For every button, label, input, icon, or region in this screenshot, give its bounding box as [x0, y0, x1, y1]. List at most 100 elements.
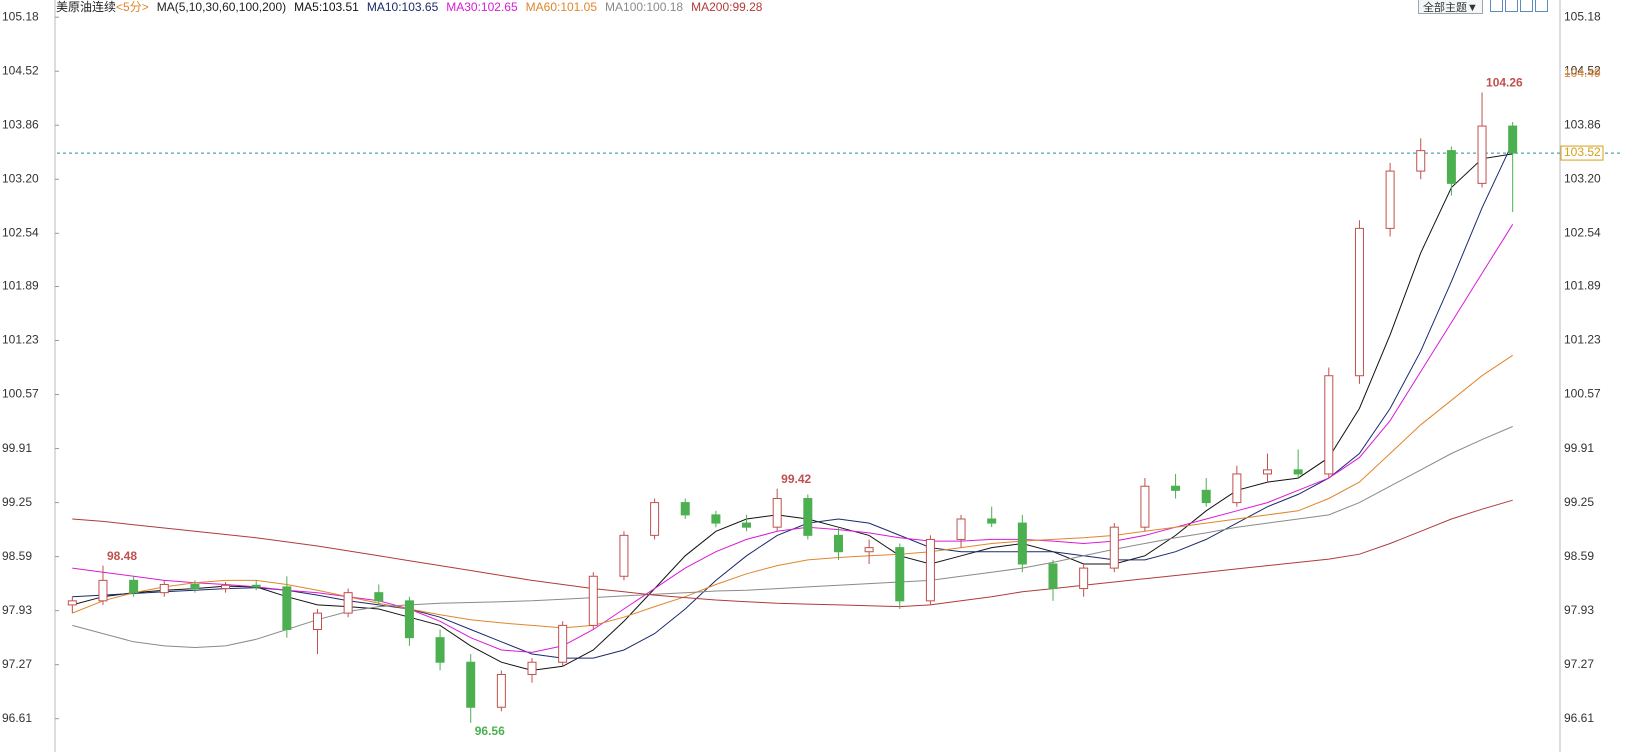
y-tick-label: 104.52 [2, 63, 39, 77]
legend-entry: MA60:101.05 [525, 0, 598, 14]
candle-body [435, 637, 445, 663]
y-tick-label: 99.25 [2, 495, 32, 509]
icon-button[interactable] [1490, 0, 1503, 12]
candle-body [221, 584, 231, 590]
ma-line [72, 142, 1514, 659]
candle-body [1354, 227, 1364, 377]
candle-body [1201, 489, 1211, 504]
y-tick-label: 96.61 [1564, 711, 1594, 725]
y-tick-label: 99.91 [1564, 441, 1594, 455]
y-tick-label: 97.27 [2, 657, 32, 671]
high-annotation: 98.48 [107, 549, 137, 563]
candle-body [1171, 485, 1181, 491]
candle-body [1293, 469, 1303, 475]
icon-button[interactable] [1505, 0, 1518, 12]
period[interactable]: <5分> [116, 0, 149, 14]
candle-body [1140, 485, 1150, 528]
price-tag-box [1560, 145, 1604, 161]
high-annotation: 104.26 [1486, 76, 1523, 90]
candle-body [833, 534, 843, 553]
candle-body [1263, 469, 1273, 475]
candle-body [619, 534, 629, 577]
price-tag: 104.49 [1564, 66, 1601, 80]
price-tag: 103.52 [1564, 145, 1601, 159]
y-tick-label: 100.57 [1564, 387, 1601, 401]
candle-body [282, 586, 292, 630]
candle-body [1324, 375, 1334, 475]
symbol: 美原油连续 [56, 0, 117, 14]
candle-body [1385, 170, 1395, 229]
candle-body [159, 583, 169, 594]
y-tick-label: 96.61 [2, 711, 32, 725]
icon-button[interactable] [1520, 0, 1533, 12]
ma-line [72, 499, 1513, 608]
candle-body [650, 502, 660, 536]
y-tick-label: 103.20 [2, 171, 39, 185]
candle-body [466, 661, 476, 708]
legend-entry: MA5:103.51 [294, 0, 359, 14]
ma-line [72, 354, 1513, 629]
ma-line [72, 224, 1514, 653]
candle-body [711, 514, 721, 524]
legend-entry: MA200:99.28 [691, 0, 763, 14]
y-tick-label: 101.23 [2, 333, 39, 347]
candle-body [1109, 526, 1119, 569]
header: 美原油连续<5分> MA(5,10,30,60,100,200) MA5:103.5… [56, 0, 778, 14]
theme-button[interactable]: 全部主题▼ [1418, 0, 1483, 14]
candle-body [742, 522, 752, 528]
legend-entry: MA100:100.18 [605, 0, 684, 14]
y-tick-label: 102.54 [1564, 225, 1601, 239]
candle-body [496, 674, 506, 708]
candle-body [864, 547, 874, 553]
ma-line [72, 153, 1513, 671]
candle-body [1048, 563, 1058, 590]
y-tick-label: 103.86 [1564, 117, 1601, 131]
y-tick-label: 100.57 [2, 387, 39, 401]
legend-entry: MA10:103.65 [366, 0, 439, 14]
candle-body [558, 624, 568, 663]
legend: MA5:103.51 MA10:103.65 MA30:102.65 MA60:101… [294, 0, 770, 14]
candle-body [129, 579, 139, 594]
candle-body [680, 502, 690, 516]
candle-body [1508, 125, 1518, 154]
y-tick-label: 99.25 [1564, 495, 1594, 509]
ma-set: MA(5,10,30,60,100,200) [156, 0, 287, 14]
y-tick-label: 98.59 [1564, 549, 1594, 563]
low-annotation: 96.56 [475, 724, 505, 738]
candle-body [772, 498, 782, 528]
candle-body [1017, 522, 1027, 565]
candle-body [956, 518, 966, 540]
y-tick-label: 101.89 [1564, 279, 1601, 293]
ma-line [72, 426, 1513, 649]
candle-body [588, 575, 598, 626]
candle-body [98, 579, 108, 602]
candle-body [374, 592, 384, 602]
candle-body [251, 584, 261, 588]
candle-body [343, 592, 353, 614]
candle-body [404, 600, 414, 639]
candle-body [190, 583, 200, 590]
candle-body [1477, 125, 1487, 184]
candle-body [895, 547, 905, 602]
candle-body [803, 498, 813, 536]
y-tick-label: 105.18 [1564, 9, 1601, 23]
y-tick-label: 98.59 [2, 549, 32, 563]
candle-body [987, 518, 997, 524]
candle-body [1232, 473, 1242, 504]
icon-button[interactable] [1535, 0, 1548, 12]
candle-body [1446, 150, 1456, 184]
y-tick-label: 105.18 [2, 9, 39, 23]
y-tick-label: 102.54 [2, 225, 39, 239]
candle-body [312, 612, 322, 630]
candle-body [1079, 567, 1089, 590]
y-tick-label: 97.93 [1564, 603, 1594, 617]
candle-body [1416, 150, 1426, 172]
y-tick-label: 97.93 [2, 603, 32, 617]
candle-body [925, 538, 935, 602]
y-tick-label: 103.20 [1564, 171, 1601, 185]
y-tick-label: 99.91 [2, 441, 32, 455]
legend-entry: MA30:102.65 [446, 0, 518, 14]
y-tick-label: 103.86 [2, 117, 39, 131]
